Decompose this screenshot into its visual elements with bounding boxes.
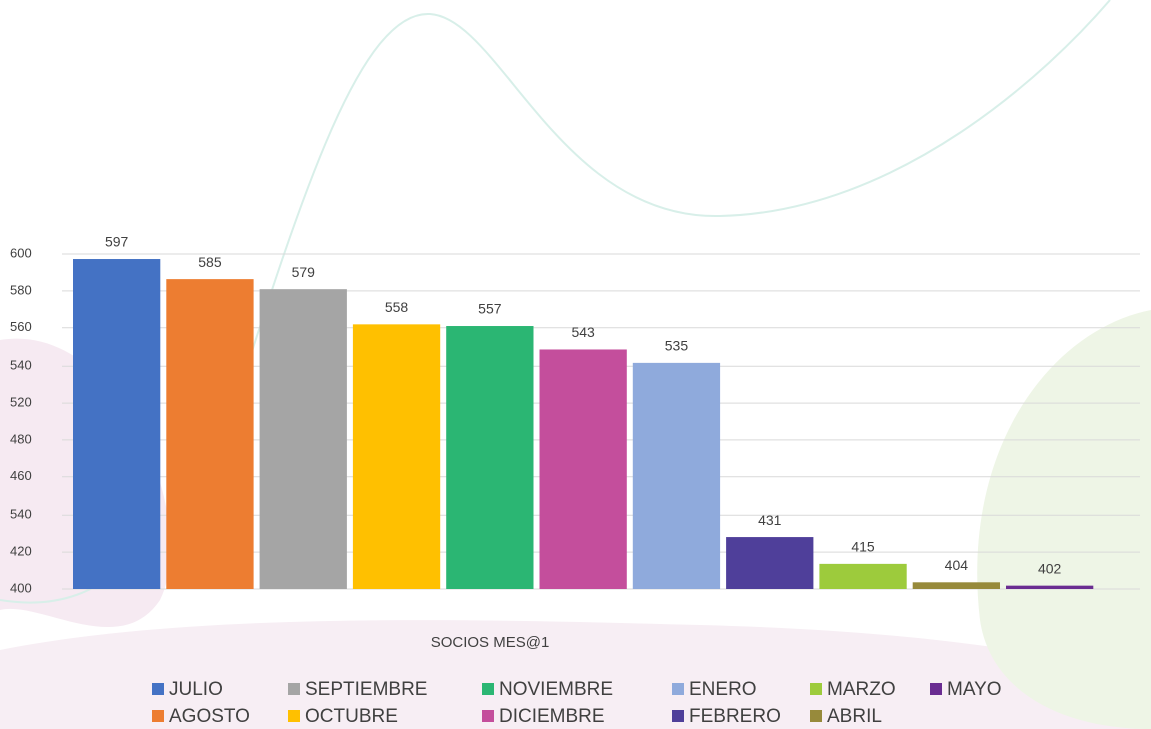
legend-swatch [810, 710, 822, 722]
legend-label: FEBRERO [689, 706, 781, 727]
bar [352, 324, 441, 589]
legend-label: MARZO [827, 679, 896, 700]
legend-swatch [810, 683, 822, 695]
y-tick-label: 520 [10, 395, 32, 410]
legend-swatch [482, 683, 494, 695]
legend-label: ABRIL [827, 706, 882, 727]
y-tick-label: 540 [10, 507, 32, 522]
legend-swatch [152, 710, 164, 722]
value-label: 402 [1038, 560, 1062, 576]
y-tick-label: 460 [10, 468, 32, 483]
bg-blob [0, 620, 1151, 729]
value-label: 415 [851, 539, 875, 555]
y-tick-label: 580 [10, 282, 32, 297]
x-axis-title: SOCIOS MES@1 [431, 634, 550, 651]
y-tick-label: 480 [10, 431, 32, 446]
legend-label: MAYO [947, 679, 1002, 700]
bar [446, 326, 534, 589]
legend-swatch [288, 683, 300, 695]
value-label: 558 [385, 299, 409, 315]
legend-label: AGOSTO [169, 706, 250, 727]
bar [166, 279, 254, 589]
legend-swatch [672, 683, 684, 695]
bar [259, 289, 347, 589]
bar [1006, 585, 1094, 589]
value-label: 597 [105, 234, 129, 250]
y-tick-label: 600 [10, 245, 32, 260]
value-label: 579 [292, 264, 316, 280]
legend-label: OCTUBRE [305, 706, 398, 727]
legend-label: SEPTIEMBRE [305, 679, 427, 700]
y-tick-label: 420 [10, 544, 32, 559]
legend-label: NOVIEMBRE [499, 679, 613, 700]
legend-swatch [152, 683, 164, 695]
legend-label: JULIO [169, 679, 223, 700]
legend-swatch [672, 710, 684, 722]
value-label: 535 [665, 338, 689, 354]
y-tick-label: 540 [10, 358, 32, 373]
bar [912, 582, 1000, 589]
legend-swatch [288, 710, 300, 722]
legend-swatch [930, 683, 942, 695]
bar [632, 362, 721, 589]
legend-label: DICIEMBRE [499, 706, 605, 727]
legend-swatch [482, 710, 494, 722]
bar [539, 349, 627, 589]
bar [73, 259, 161, 589]
y-tick-label: 560 [10, 319, 32, 334]
value-label: 585 [198, 254, 222, 270]
value-label: 557 [478, 301, 502, 317]
value-label: 431 [758, 512, 782, 528]
value-label: 543 [571, 324, 595, 340]
value-label: 404 [945, 557, 969, 573]
bar [726, 537, 814, 589]
bg-curve [229, 0, 1111, 421]
bar [819, 563, 907, 589]
legend-label: ENERO [689, 679, 757, 700]
bg-blob [977, 310, 1151, 729]
y-tick-label: 400 [10, 580, 32, 595]
